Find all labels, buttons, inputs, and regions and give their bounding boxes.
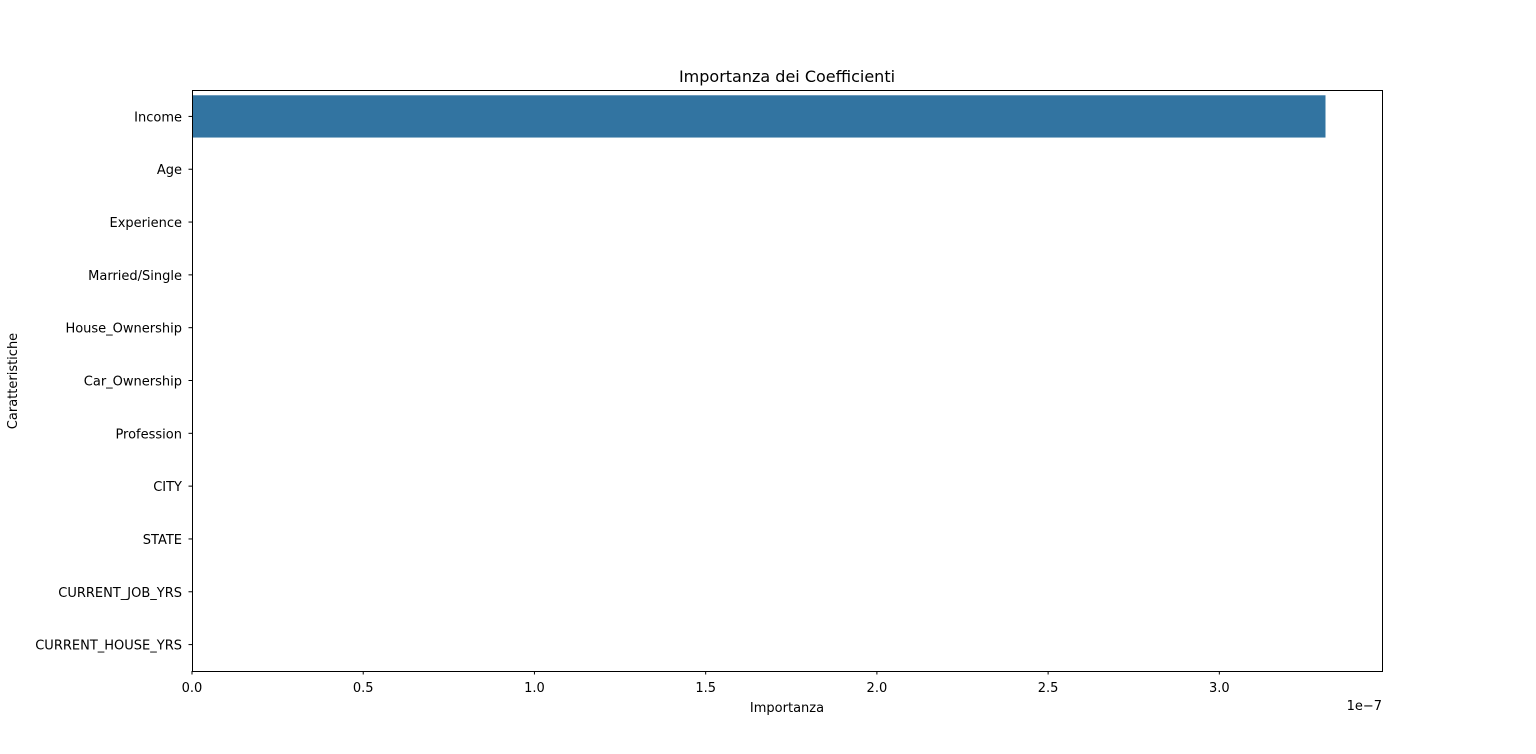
- x-tick-label: 2.0: [867, 681, 888, 696]
- y-tick-label: CURRENT_HOUSE_YRS: [35, 639, 182, 654]
- y-tick-label: Experience: [110, 216, 183, 231]
- x-ticks-group: 0.0 0.5 1.0 1.5 2.0 2.5 3.0: [182, 671, 1230, 696]
- y-tick-label: Income: [134, 110, 182, 125]
- y-tick-label: Car_Ownership: [84, 375, 182, 390]
- y-axis-label: Caratteristiche: [6, 333, 21, 429]
- y-tick-label: CURRENT_JOB_YRS: [58, 586, 182, 601]
- x-tick-label: 1.5: [695, 681, 716, 696]
- x-axis-label: Importanza: [750, 701, 824, 716]
- x-tick-label: 1.0: [524, 681, 545, 696]
- x-tick-label: 0.0: [182, 681, 203, 696]
- y-tick-label: Married/Single: [88, 269, 182, 284]
- plot-frame: [192, 90, 1383, 672]
- x-tick-label: 2.5: [1038, 681, 1059, 696]
- x-tick-label: 3.0: [1209, 681, 1230, 696]
- y-tick-label: STATE: [143, 533, 182, 548]
- x-offset-label: 1e−7: [1347, 699, 1382, 714]
- x-tick-label: 0.5: [353, 681, 374, 696]
- y-tick-label: Age: [157, 163, 182, 178]
- y-tick-label: CITY: [153, 480, 182, 495]
- bar-income: [192, 95, 1326, 138]
- y-tick-label: Profession: [115, 427, 182, 442]
- y-tick-label: House_Ownership: [65, 322, 182, 337]
- chart-title: Importanza dei Coefficienti: [679, 67, 895, 86]
- bars-group: [192, 95, 1326, 138]
- y-ticks-group: Income Age Experience Married/Single House_O…: [35, 110, 192, 654]
